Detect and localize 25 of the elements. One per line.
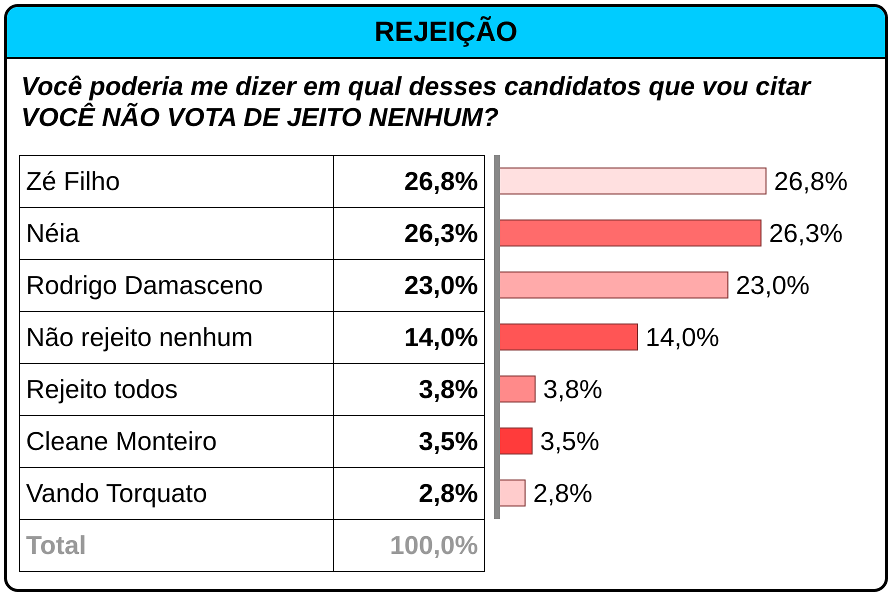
- text: 23,0%: [736, 270, 810, 300]
- text: 3,8%: [543, 374, 602, 404]
- y-tick-label: Rodrigo Damasceno: [20, 260, 334, 312]
- data-label: 3,5%: [334, 416, 484, 468]
- y-tick-label: Não rejeito nenhum: [20, 312, 334, 364]
- y-tick-label: Vando Torquato: [20, 468, 334, 520]
- y-tick-label: Néia: [20, 208, 334, 260]
- chart-title: REJEIÇÃO: [7, 7, 885, 59]
- text: 3,5%: [540, 426, 600, 456]
- data-label: 14,0%: [334, 312, 484, 364]
- data-label: 23,0%: [334, 260, 484, 312]
- text: 26,3%: [768, 218, 843, 248]
- data-label: 3,8%: [334, 364, 484, 416]
- y-tick-label: Rejeito todos: [20, 364, 334, 416]
- data-label: 2,8%: [334, 468, 484, 520]
- data-label: 26,3%: [334, 208, 484, 260]
- text: Total: [20, 520, 334, 572]
- text: 100,0%: [334, 520, 484, 572]
- chart-subtitle: Você poderia me dizer em qual desses candidatos que vou citar VOCÊ NÃO VOTA DE JEITO NENHUM?: [21, 71, 812, 133]
- y-tick-label: Cleane Monteiro: [20, 416, 334, 468]
- data-label: 26,8%: [334, 156, 484, 208]
- y-tick-label: Zé Filho: [20, 156, 334, 208]
- text: 14,0%: [646, 322, 720, 352]
- text: 2,8%: [533, 478, 592, 508]
- text: 26,8%: [774, 166, 848, 196]
